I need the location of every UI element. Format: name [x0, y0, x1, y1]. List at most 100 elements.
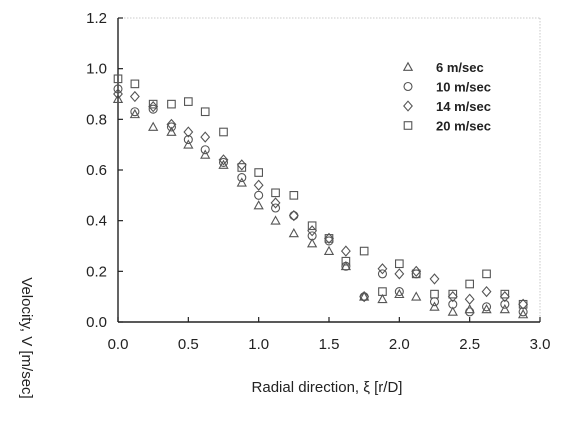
triangle-point	[464, 304, 475, 314]
triangle-point	[270, 215, 281, 225]
square-point	[289, 191, 299, 200]
triangle-point	[323, 245, 335, 255]
circle-point	[448, 299, 458, 309]
y-tick-label: 0.0	[86, 314, 107, 331]
legend-marker-circle	[403, 81, 413, 92]
diamond-point	[499, 291, 510, 303]
diamond-point	[447, 291, 458, 303]
diamond-point	[270, 197, 281, 209]
diamond-point	[518, 298, 529, 310]
triangle-point	[200, 149, 211, 159]
circle-point	[271, 203, 281, 213]
y-axis-ticks: 0.0 0.2 0.4 0.6 0.8 1.0 1.2	[86, 10, 123, 331]
diamond-point	[464, 293, 475, 305]
x-tick-label: 1.0	[248, 336, 269, 353]
circle-point	[218, 157, 229, 167]
square-point	[518, 299, 528, 309]
diamond-point	[481, 285, 492, 298]
y-axis-label: Velocity, V [m/sec]	[18, 277, 35, 398]
diamond-point	[429, 273, 440, 285]
diamond-point	[394, 268, 405, 280]
y-tick-label: 0.4	[86, 213, 107, 230]
triangle-point	[359, 291, 370, 301]
square-point	[307, 221, 317, 231]
diamond-point	[200, 131, 211, 143]
circle-point	[307, 231, 317, 241]
diamond-point	[113, 88, 123, 100]
legend: 6 m/sec 10 m/sec 14 m/sec 20 m/sec	[402, 60, 491, 134]
circle-point	[183, 135, 193, 145]
x-tick-label: 2.5	[459, 336, 480, 353]
diamond-point	[129, 90, 140, 103]
triangle-point	[112, 93, 124, 103]
x-tick-label: 2.0	[389, 336, 410, 353]
diamond-point	[288, 209, 299, 222]
triangle-point	[236, 177, 247, 187]
square-point	[148, 99, 158, 109]
square-point	[167, 99, 176, 109]
diamond-point	[253, 179, 264, 191]
diamond-point	[377, 263, 388, 275]
legend-label: 14 m/sec	[436, 99, 491, 114]
square-point	[219, 127, 228, 137]
series-square	[113, 74, 528, 309]
circle-point	[341, 261, 351, 271]
circle-point	[166, 122, 176, 132]
triangle-point	[183, 139, 194, 149]
triangle-point	[148, 121, 159, 131]
square-point	[113, 74, 123, 84]
diamond-point	[236, 159, 247, 171]
triangle-point	[481, 304, 492, 314]
circle-point	[377, 269, 387, 279]
circle-point	[289, 211, 299, 221]
square-point	[359, 246, 369, 256]
circle-point	[482, 302, 492, 312]
square-point	[237, 163, 247, 172]
triangle-point	[517, 309, 529, 319]
triangle-point	[447, 306, 458, 316]
legend-marker-square	[403, 121, 413, 130]
diamond-point	[218, 154, 229, 166]
triangle-point	[288, 228, 299, 238]
triangle-point	[377, 293, 388, 304]
x-tick-label: 1.5	[319, 336, 340, 353]
circle-point	[465, 307, 475, 317]
square-point	[130, 79, 140, 89]
square-point	[411, 269, 421, 279]
square-point	[448, 289, 458, 299]
x-axis-ticks: 0.0 0.5 1.0 1.5 2.0 2.5 3.0	[108, 317, 550, 353]
legend-label: 6 m/sec	[436, 60, 484, 75]
x-tick-label: 0.5	[178, 336, 199, 353]
y-tick-label: 0.2	[86, 263, 107, 280]
triangle-point	[499, 304, 510, 314]
circle-point	[130, 107, 140, 117]
x-axis-label: Radial direction, ξ [r/D]	[252, 379, 403, 396]
square-point	[395, 259, 404, 269]
triangle-point	[394, 288, 405, 299]
square-point	[184, 97, 193, 106]
square-point	[430, 289, 439, 299]
square-point	[500, 289, 510, 299]
square-point	[378, 287, 387, 296]
diamond-point	[324, 232, 334, 245]
triangle-point	[340, 260, 352, 271]
y-tick-label: 0.8	[86, 111, 107, 128]
diamond-point	[166, 118, 177, 131]
triangle-point	[429, 301, 440, 311]
square-point	[271, 188, 280, 198]
x-tick-label: 0.0	[108, 336, 129, 353]
circle-point	[254, 190, 264, 200]
circle-point	[500, 299, 510, 309]
diamond-point	[148, 101, 159, 113]
diamond-point	[340, 245, 351, 257]
legend-marker-triangle	[402, 61, 414, 71]
y-tick-label: 1.2	[86, 10, 107, 27]
square-point	[465, 279, 474, 289]
data-points	[112, 74, 529, 319]
triangle-point	[411, 291, 422, 301]
square-point	[254, 168, 263, 177]
circle-point	[148, 104, 158, 114]
diamond-point	[359, 291, 370, 303]
triangle-point	[129, 108, 141, 119]
